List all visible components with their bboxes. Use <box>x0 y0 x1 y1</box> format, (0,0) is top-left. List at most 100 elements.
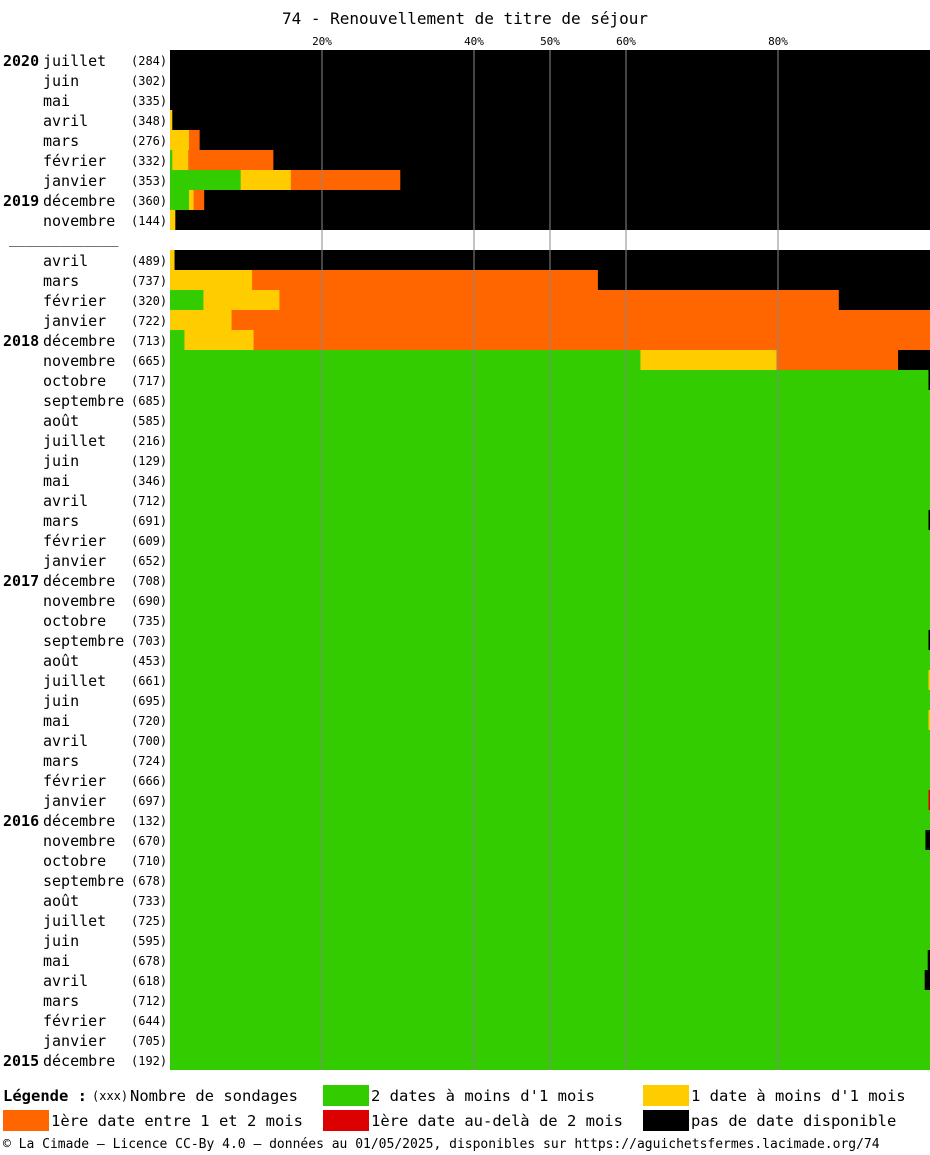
count-label: (192) <box>131 1054 167 1068</box>
bar-segment-2 <box>279 290 840 310</box>
count-label: (332) <box>131 154 167 168</box>
count-label: (320) <box>131 294 167 308</box>
year-label: 2017 <box>3 572 39 590</box>
legend-label-orange: 1ère date entre 1 et 2 mois <box>51 1112 303 1130</box>
legend-label-yellow: 1 date à moins d'1 mois <box>691 1087 906 1105</box>
bar-segment-1 <box>184 330 254 350</box>
count-label: (678) <box>131 954 167 968</box>
count-label: (453) <box>131 654 167 668</box>
bar-segment-4 <box>898 350 930 370</box>
count-label: (665) <box>131 354 167 368</box>
count-label: (737) <box>131 274 167 288</box>
x-tick-label: 60% <box>616 35 636 48</box>
bar-segment-4 <box>174 250 930 270</box>
count-label: (697) <box>131 794 167 808</box>
month-label: mars <box>43 132 79 150</box>
month-label: juin <box>43 72 79 90</box>
count-label: (685) <box>131 394 167 408</box>
count-label: (691) <box>131 514 167 528</box>
bar-segment-2 <box>253 330 930 350</box>
count-label: (284) <box>131 54 167 68</box>
month-label: septembre <box>43 632 124 650</box>
bar-segment-0 <box>170 190 190 210</box>
count-label: (722) <box>131 314 167 328</box>
month-label: octobre <box>43 372 106 390</box>
count-label: (712) <box>131 494 167 508</box>
stacked-bar-chart: 2020 juillet (284)juin (302)mai (335)avril (3… <box>3 35 930 1070</box>
bar-segment-0 <box>170 350 641 370</box>
bar-segment-4 <box>175 210 930 230</box>
month-label: janvier <box>43 312 106 330</box>
bar-segment-4 <box>172 110 930 130</box>
month-label: décembre <box>43 812 115 830</box>
count-label: (144) <box>131 214 167 228</box>
bar-segment-1 <box>240 170 292 190</box>
month-label: avril <box>43 732 88 750</box>
month-label: mai <box>43 92 70 110</box>
count-label: (652) <box>131 554 167 568</box>
month-label: octobre <box>43 852 106 870</box>
month-label: juillet <box>43 52 106 70</box>
count-label: (346) <box>131 474 167 488</box>
month-label: mai <box>43 712 70 730</box>
bar-segment-3 <box>928 790 930 810</box>
month-label: avril <box>43 492 88 510</box>
footer-credit: © La Cimade – Licence CC-By 4.0 – donnée… <box>3 1137 880 1152</box>
month-label: août <box>43 412 79 430</box>
month-label: novembre <box>43 352 115 370</box>
bar-segment-0 <box>170 170 242 190</box>
legend-swatch-red <box>323 1110 369 1131</box>
bar-segment-1 <box>170 270 253 290</box>
bar-segment-4 <box>273 150 930 170</box>
bar-segment-1 <box>203 290 280 310</box>
bar-segment-0 <box>170 830 926 850</box>
count-label: (735) <box>131 614 167 628</box>
month-label: novembre <box>43 592 115 610</box>
month-label: septembre <box>43 392 124 410</box>
count-label: (712) <box>131 994 167 1008</box>
count-label: (129) <box>131 454 167 468</box>
count-label: (710) <box>131 854 167 868</box>
bar-segment-2 <box>290 170 401 190</box>
bar-segment-4 <box>928 370 930 390</box>
x-tick-label: 50% <box>540 35 560 48</box>
bar-segment-1 <box>172 150 189 170</box>
legend-swatch-orange <box>3 1110 49 1131</box>
x-tick-label: 40% <box>464 35 484 48</box>
bar-segment-1 <box>170 310 232 330</box>
month-label: juillet <box>43 912 106 930</box>
bar-segment-0 <box>170 370 929 390</box>
month-label: septembre <box>43 872 124 890</box>
bar-segment-1 <box>170 110 173 130</box>
legend-swatch-green <box>323 1085 369 1106</box>
legend-label-green: 2 dates à moins d'1 mois <box>371 1087 595 1105</box>
bar-segment-0 <box>170 710 929 730</box>
bar-segment-0 <box>170 290 204 310</box>
month-label: décembre <box>43 1052 115 1070</box>
bar-segment-0 <box>170 150 173 170</box>
bar-segment-4 <box>927 950 930 970</box>
month-label: avril <box>43 112 88 130</box>
month-label: avril <box>43 252 88 270</box>
bar-segment-0 <box>170 970 926 990</box>
x-tick-label: 20% <box>312 35 332 48</box>
count-label: (713) <box>131 334 167 348</box>
bar-segment-2 <box>188 150 274 170</box>
count-label: (132) <box>131 814 167 828</box>
bar-segment-4 <box>928 630 930 650</box>
bar-segment-2 <box>193 190 205 210</box>
month-label: février <box>43 532 106 550</box>
year-label: 2020 <box>3 52 39 70</box>
month-label: mars <box>43 992 79 1010</box>
month-label: août <box>43 652 79 670</box>
year-label: 2019 <box>3 192 39 210</box>
count-label: (644) <box>131 1014 167 1028</box>
month-label: juillet <box>43 672 106 690</box>
month-label: décembre <box>43 332 115 350</box>
count-label: (489) <box>131 254 167 268</box>
month-label: décembre <box>43 192 115 210</box>
bar-segment-0 <box>170 950 929 970</box>
count-label: (302) <box>131 74 167 88</box>
month-label: janvier <box>43 172 106 190</box>
bar-segment-1 <box>170 210 176 230</box>
